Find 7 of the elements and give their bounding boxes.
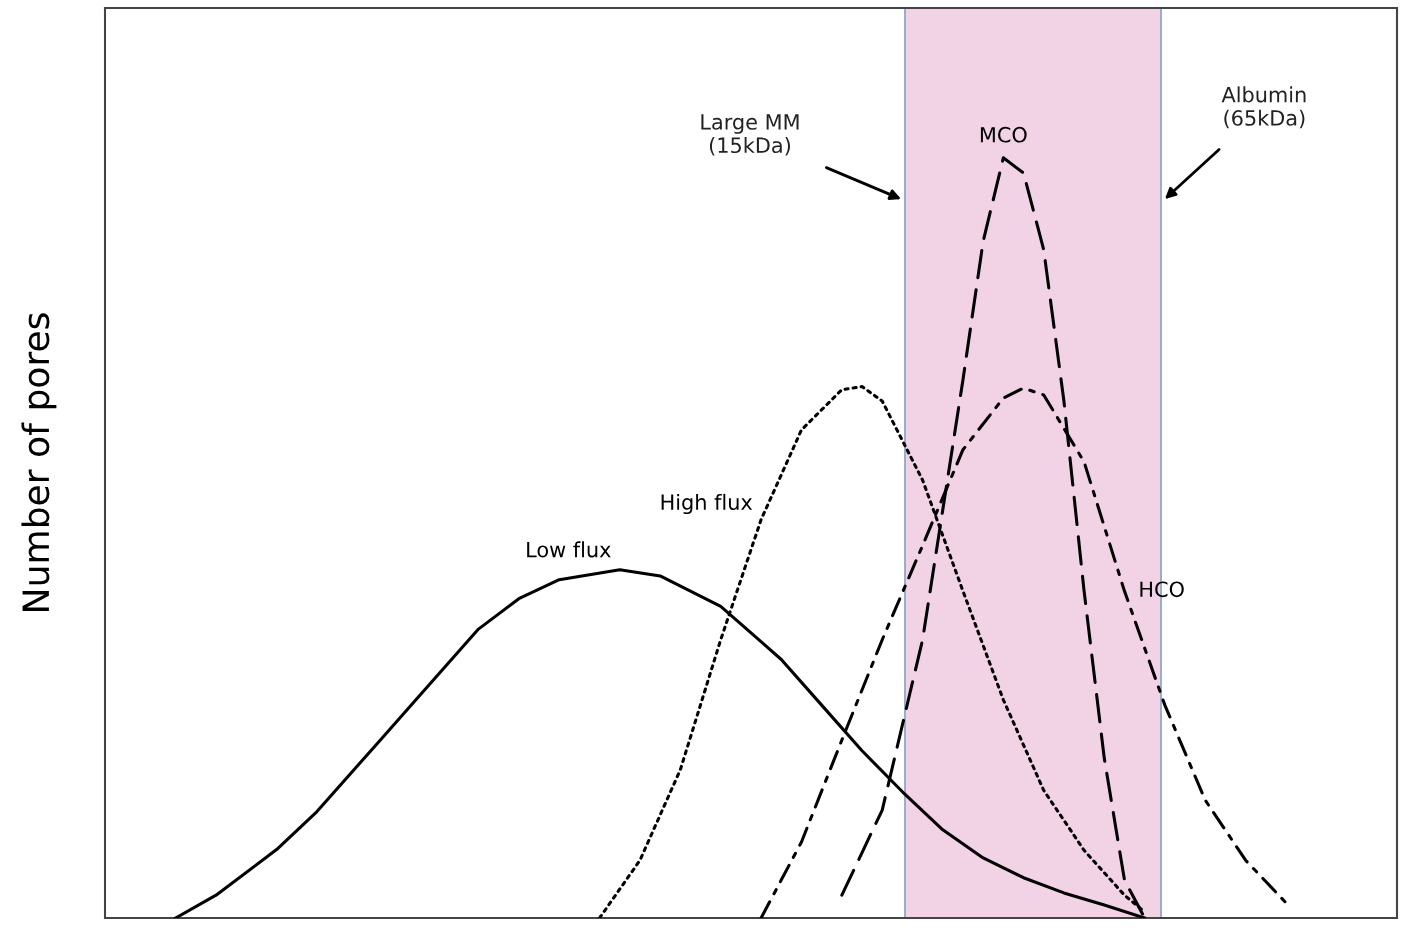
series-label: High flux [661, 493, 753, 515]
y-axis-title: Number of pores [21, 313, 57, 611]
series-label: Low flux [527, 541, 611, 558]
series-label: HCO [1140, 581, 1184, 598]
series-label: MCO [980, 126, 1027, 143]
text: Large MM (15kDa) [701, 114, 799, 156]
text: Albumin (65kDa) [1221, 86, 1306, 129]
